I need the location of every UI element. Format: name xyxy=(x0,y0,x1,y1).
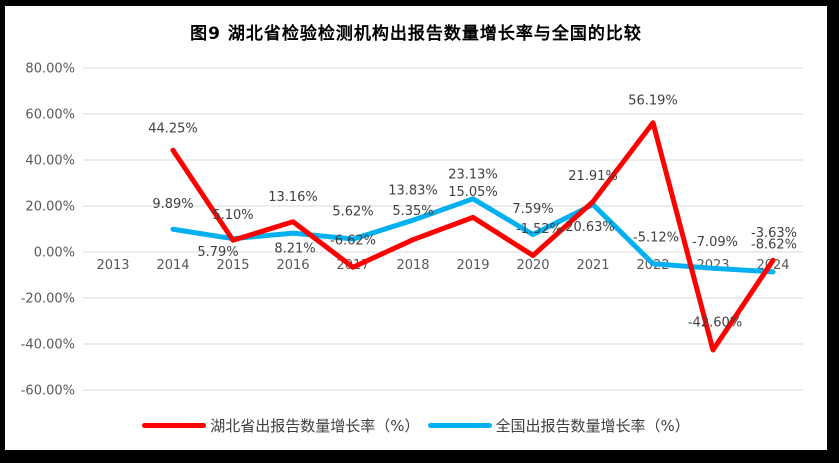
y-axis-tick-label: -40.00% xyxy=(21,338,75,353)
y-axis-tick-label: 60.00% xyxy=(25,108,75,123)
national-data-label: 23.13% xyxy=(448,167,498,182)
national-data-label: 5.62% xyxy=(332,205,373,220)
national-data-label: 7.59% xyxy=(512,202,553,217)
blue-line-sample-icon xyxy=(427,423,492,428)
series-line-hubei xyxy=(170,120,776,353)
hubei-data-label: -3.63% xyxy=(751,226,797,241)
hubei-data-label: -1.52% xyxy=(516,222,562,237)
red-line-sample-icon xyxy=(142,423,207,428)
hubei-data-label: -6.62% xyxy=(330,234,376,249)
legend-item-national: 全国出报告数量增长率（%） xyxy=(427,415,690,436)
x-axis-tick-label: 2021 xyxy=(576,258,609,273)
legend-label-hubei: 湖北省出报告数量增长率（%） xyxy=(210,417,420,435)
x-axis-tick-label: 2015 xyxy=(216,258,249,273)
hubei-data-label: 5.35% xyxy=(392,204,433,219)
national-data-label: -5.12% xyxy=(633,230,679,245)
chart-frame: 图9 湖北省检验检测机构出报告数量增长率与全国的比较 80.00% 60.00% 4… xyxy=(5,6,827,450)
x-axis-tick-label: 2016 xyxy=(276,258,309,273)
series-line-national xyxy=(170,196,776,275)
hubei-data-label: 13.16% xyxy=(268,190,318,205)
y-axis-tick-label: -60.00% xyxy=(21,384,75,399)
y-axis-tick-label: 0.00% xyxy=(34,246,75,261)
x-axis-tick-label: 2014 xyxy=(156,258,189,273)
legend-label-national: 全国出报告数量增长率（%） xyxy=(495,417,690,435)
national-data-label: 20.63% xyxy=(565,220,615,235)
national-data-label: 5.79% xyxy=(197,245,238,260)
chart-title: 图9 湖北省检验检测机构出报告数量增长率与全国的比较 xyxy=(190,24,642,44)
hubei-data-label: -42.60% xyxy=(688,315,742,330)
x-axis-tick-label: 2018 xyxy=(396,258,429,273)
chart-legend: 湖北省出报告数量增长率（%） 全国出报告数量增长率（%） xyxy=(5,415,827,436)
hubei-data-label: 15.05% xyxy=(448,185,498,200)
legend-item-hubei: 湖北省出报告数量增长率（%） xyxy=(142,415,420,436)
hubei-data-label: 44.25% xyxy=(148,122,198,137)
hubei-data-label: 21.91% xyxy=(568,169,618,184)
y-axis-tick-label: -20.00% xyxy=(21,292,75,307)
x-axis-tick-label: 2020 xyxy=(516,258,549,273)
national-data-label: 13.83% xyxy=(388,184,438,199)
x-axis-tick-label: 2013 xyxy=(96,258,129,273)
national-data-label: -8.62% xyxy=(751,237,797,252)
line-chart-plot: 80.00% 60.00% 40.00% 20.00% 0.00% -20.00% -40.… xyxy=(21,62,803,399)
national-data-label: -7.09% xyxy=(692,235,738,250)
x-axis-tick-label: 2019 xyxy=(456,258,489,273)
y-axis-tick-label: 80.00% xyxy=(25,62,75,77)
y-axis-tick-label: 40.00% xyxy=(25,154,75,169)
national-data-label: 8.21% xyxy=(274,242,315,257)
hubei-data-label: 56.19% xyxy=(628,93,678,108)
hubei-data-label: 5.10% xyxy=(212,208,253,223)
y-axis-tick-label: 20.00% xyxy=(25,200,75,215)
national-data-label: 9.89% xyxy=(152,197,193,212)
